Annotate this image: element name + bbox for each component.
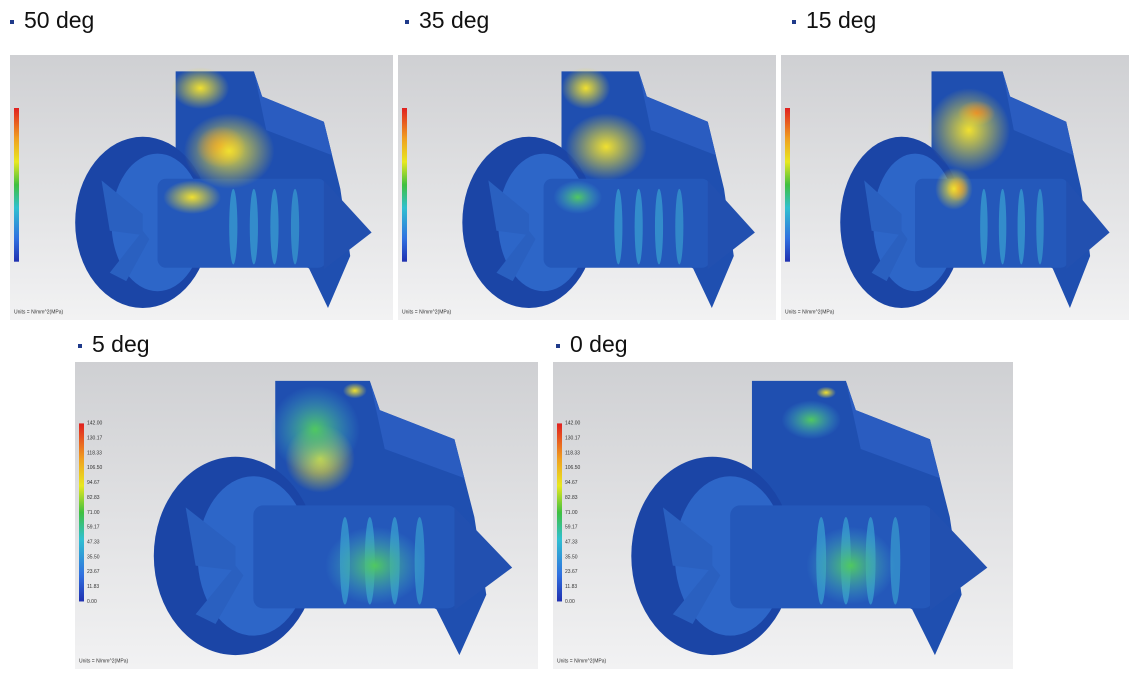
figure: Units = N/mm^2(MPa) 50 deg Units = N/mm^2(… (0, 0, 1135, 674)
legend-label: 82.83 (565, 495, 578, 501)
units-label: Units = N/mm^2(MPa) (79, 658, 128, 664)
units-label: Units = N/mm^2(MPa) (14, 309, 63, 315)
legend-label: 0.00 (87, 599, 97, 605)
figure-canvas: Units = N/mm^2(MPa) 50 deg Units = N/mm^2(… (0, 0, 1135, 674)
stress-hotspot (184, 113, 275, 189)
legend-label: 47.33 (87, 539, 100, 545)
stress-hotspot (163, 180, 221, 214)
legend-label: 130.17 (87, 436, 103, 442)
stress-hotspot (343, 383, 367, 399)
stress-hotspot (928, 88, 1010, 172)
legend-scale (79, 423, 84, 601)
legend-scale (402, 108, 407, 262)
stress-hotspot (806, 527, 895, 605)
units-label: Units = N/mm^2(MPa) (785, 309, 834, 315)
bullet (556, 344, 560, 348)
panel-title: 5 deg (92, 331, 150, 357)
legend-label: 82.83 (87, 495, 100, 501)
stress-hotspot (561, 67, 610, 109)
legend-label: 118.33 (565, 450, 580, 456)
legend-label: 71.00 (87, 510, 100, 516)
units-label: Units = N/mm^2(MPa) (557, 658, 606, 664)
legend-label: 35.50 (87, 554, 100, 560)
stress-hotspot (172, 67, 230, 109)
legend-label: 23.67 (87, 569, 100, 575)
legend-label: 106.50 (87, 465, 103, 471)
legend-label: 94.67 (87, 480, 100, 486)
legend-label: 11.83 (565, 584, 577, 590)
panel-title: 15 deg (806, 7, 876, 33)
result-panel: 142.00 130.17 118.33 106.50 94.67 82.83 71.00 5… (553, 362, 1013, 669)
bullet (10, 20, 14, 24)
bullet (405, 20, 409, 24)
stress-hotspot (270, 386, 360, 473)
legend-label: 71.00 (565, 510, 578, 516)
bullet (792, 20, 796, 24)
stress-hotspot (782, 400, 841, 439)
legend-label: 23.67 (565, 569, 578, 575)
legend-label: 11.83 (87, 584, 99, 590)
legend-scale (14, 108, 19, 262)
bullet (78, 344, 82, 348)
legend-scale (557, 423, 562, 601)
stress-hotspot (553, 180, 602, 214)
result-panel: Units = N/mm^2(MPa) (10, 55, 393, 320)
stress-hotspot (816, 387, 836, 399)
legend-label: 142.00 (565, 421, 581, 427)
stress-hotspot (566, 113, 647, 180)
legend-label: 35.50 (565, 554, 578, 560)
legend-label: 59.17 (87, 525, 100, 531)
legend-label: 142.00 (87, 421, 103, 427)
result-panel: Units = N/mm^2(MPa) (781, 55, 1129, 320)
panel-title: 50 deg (24, 7, 94, 33)
legend-label: 0.00 (565, 599, 575, 605)
legend-label: 94.67 (565, 480, 578, 486)
legend-label: 47.33 (565, 539, 578, 545)
result-panel: 142.00 130.17 118.33 106.50 94.67 82.83 71.00 5… (75, 362, 538, 669)
legend-scale (785, 108, 790, 262)
panel-title: 0 deg (570, 331, 628, 357)
units-label: Units = N/mm^2(MPa) (402, 309, 451, 315)
legend-label: 118.33 (87, 450, 102, 456)
stress-hotspot (935, 168, 972, 210)
stress-hotspot (325, 527, 425, 605)
legend-label: 130.17 (565, 436, 581, 442)
panel-title: 35 deg (419, 7, 489, 33)
legend-label: 59.17 (565, 525, 578, 531)
legend-label: 106.50 (565, 465, 581, 471)
result-panel: Units = N/mm^2(MPa) (398, 55, 776, 320)
